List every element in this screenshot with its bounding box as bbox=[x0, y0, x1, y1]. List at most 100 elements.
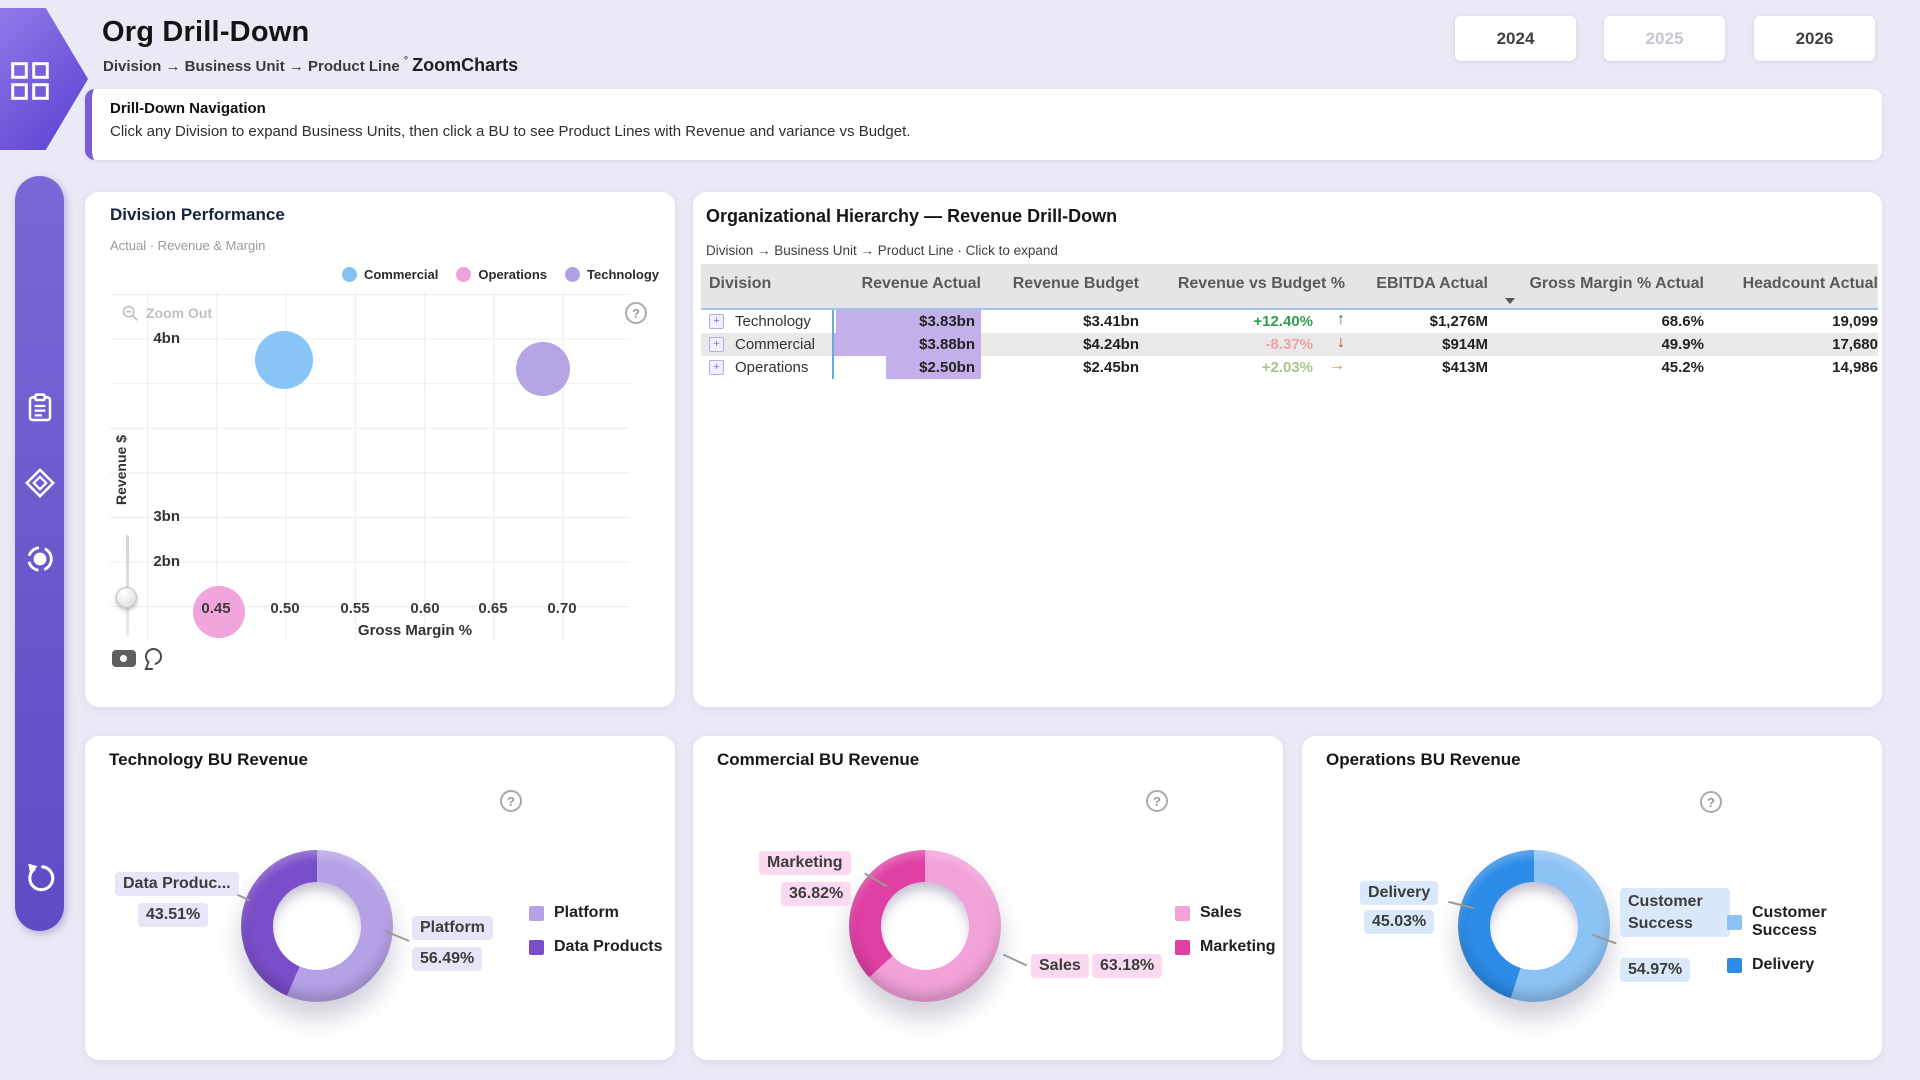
column-header-revenue-actual[interactable]: Revenue Actual bbox=[861, 275, 981, 292]
legend-item-commercial[interactable]: Commercial bbox=[341, 267, 438, 282]
donut-legend: Customer Success Delivery bbox=[1727, 904, 1882, 974]
legend-item-technology[interactable]: Technology bbox=[565, 267, 659, 282]
table-header-row: Division Revenue Actual Revenue Budget R… bbox=[701, 264, 1878, 310]
bubble-commercial[interactable] bbox=[254, 331, 313, 390]
callout-value: 56.49% bbox=[412, 947, 483, 971]
division-name: Operations bbox=[735, 359, 809, 376]
column-header-gross-margin[interactable]: Gross Margin % Actual bbox=[1529, 275, 1704, 292]
expand-icon[interactable]: + bbox=[709, 337, 724, 352]
chart-title: Technology BU Revenue bbox=[109, 750, 308, 769]
table-row-commercial[interactable]: + Commercial $3.88bn $4.24bn -8.37% ↓ $9… bbox=[701, 333, 1878, 356]
callout-label: Platform bbox=[412, 916, 493, 940]
y-zoom-slider-track[interactable] bbox=[126, 535, 129, 637]
year-button-2024[interactable]: 2024 bbox=[1455, 16, 1576, 61]
magnifier-minus-icon bbox=[122, 305, 138, 321]
year-button-2026[interactable]: 2026 bbox=[1754, 16, 1875, 61]
column-header-division[interactable]: Division bbox=[709, 275, 772, 292]
callout-value: 43.51% bbox=[138, 903, 209, 927]
headcount-value: 17,680 bbox=[1832, 336, 1878, 353]
legend-item-marketing[interactable]: Marketing bbox=[1175, 938, 1276, 956]
revenue-data-bar bbox=[886, 356, 981, 379]
bubble-operations[interactable] bbox=[192, 586, 245, 638]
legend-item-data-products[interactable]: Data Products bbox=[529, 938, 662, 956]
chart-title: Operations BU Revenue bbox=[1326, 750, 1521, 769]
legend-label: Customer Success bbox=[1752, 904, 1827, 939]
side-rail bbox=[15, 176, 64, 931]
expand-icon[interactable]: + bbox=[709, 314, 724, 329]
y-axis-title: Revenue $ bbox=[113, 434, 129, 506]
legend-label: Technology bbox=[587, 267, 659, 282]
revenue-budget-value: $3.41bn bbox=[1083, 313, 1139, 330]
headcount-value: 14,986 bbox=[1832, 359, 1878, 376]
legend-swatch bbox=[1175, 905, 1190, 921]
banner-description: Click any Division to expand Business Un… bbox=[110, 123, 911, 140]
x-tick: 0.70 bbox=[547, 600, 577, 617]
legend-item-customer-success[interactable]: Customer Success bbox=[1727, 904, 1882, 940]
table-subtitle: Division → Business Unit → Product Line … bbox=[706, 243, 1058, 258]
column-header-variance[interactable]: Revenue vs Budget % bbox=[1177, 275, 1345, 292]
variance-right-arrow-icon: → bbox=[1329, 357, 1345, 374]
legend-item-operations[interactable]: Operations bbox=[456, 267, 547, 282]
legend-swatch bbox=[1727, 914, 1742, 930]
zoom-out-button[interactable]: Zoom Out bbox=[121, 304, 212, 322]
y-tick: 4bn bbox=[153, 330, 180, 347]
diamond-icon[interactable] bbox=[24, 467, 56, 499]
x-tick: 0.55 bbox=[340, 600, 370, 617]
help-icon[interactable]: ? bbox=[1146, 790, 1168, 812]
donut-hole bbox=[273, 882, 361, 970]
reset-icon[interactable] bbox=[24, 862, 56, 894]
legend-dot-commercial bbox=[341, 267, 357, 282]
gross-margin-value: 49.9% bbox=[1661, 336, 1704, 353]
scatter-legend: Commercial Operations Technology bbox=[341, 267, 659, 282]
sort-descending-icon[interactable] bbox=[1505, 298, 1515, 304]
legend-item-sales[interactable]: Sales bbox=[1175, 904, 1276, 922]
donut-chart bbox=[241, 850, 393, 1002]
legend-swatch bbox=[529, 939, 544, 955]
export-image-icon[interactable] bbox=[112, 650, 136, 667]
help-icon[interactable]: ? bbox=[625, 302, 647, 324]
hierarchy-table: Division Revenue Actual Revenue Budget R… bbox=[701, 264, 1878, 379]
column-highlight-line bbox=[832, 310, 834, 379]
y-zoom-slider-knob[interactable] bbox=[116, 587, 137, 608]
column-header-ebitda[interactable]: EBITDA Actual bbox=[1376, 275, 1488, 292]
variance-value: +12.40% bbox=[1253, 313, 1313, 330]
revenue-actual-value: $3.83bn bbox=[919, 313, 975, 330]
legend-label: Platform bbox=[554, 904, 619, 921]
comment-balloon-icon[interactable] bbox=[145, 648, 162, 665]
variance-up-arrow-icon: ↑ bbox=[1337, 311, 1345, 328]
brand-label: ZoomCharts bbox=[412, 55, 519, 75]
bubble-technology[interactable] bbox=[516, 342, 571, 397]
clipboard-icon[interactable] bbox=[24, 392, 56, 424]
donut-icon[interactable] bbox=[24, 543, 56, 575]
legend-dot-operations bbox=[456, 267, 472, 282]
callout-label: Delivery bbox=[1360, 881, 1439, 905]
expand-icon[interactable]: + bbox=[709, 360, 724, 375]
revenue-budget-value: $4.24bn bbox=[1083, 336, 1139, 353]
donut-chart bbox=[849, 850, 1001, 1002]
legend-swatch bbox=[1175, 939, 1190, 955]
legend-item-delivery[interactable]: Delivery bbox=[1727, 956, 1882, 974]
drilldown-banner: Drill-Down Navigation Click any Division… bbox=[85, 89, 1882, 160]
page-title: Org Drill-Down bbox=[102, 16, 310, 48]
legend-label: Delivery bbox=[1752, 956, 1815, 973]
revenue-actual-value: $3.88bn bbox=[919, 336, 975, 353]
technology-bu-card: Technology BU Revenue ? Data Produc... 4… bbox=[85, 736, 675, 1060]
gross-margin-value: 45.2% bbox=[1661, 359, 1704, 376]
year-button-2025[interactable]: 2025 bbox=[1604, 16, 1725, 61]
legend-swatch bbox=[1727, 957, 1742, 973]
x-tick: 0.45 bbox=[201, 600, 231, 617]
y-tick: 2bn bbox=[153, 553, 180, 570]
legend-item-platform[interactable]: Platform bbox=[529, 904, 662, 922]
help-icon[interactable]: ? bbox=[1700, 791, 1722, 813]
help-icon[interactable]: ? bbox=[500, 790, 522, 812]
donut-chart bbox=[1458, 850, 1610, 1002]
column-header-headcount[interactable]: Headcount Actual bbox=[1742, 275, 1878, 292]
table-row-technology[interactable]: + Technology $3.83bn $3.41bn +12.40% ↑ $… bbox=[701, 310, 1878, 333]
column-header-revenue-budget[interactable]: Revenue Budget bbox=[1012, 275, 1139, 292]
table-row-operations[interactable]: + Operations $2.50bn $2.45bn +2.03% → $4… bbox=[701, 356, 1878, 379]
callout-value: 63.18% bbox=[1092, 954, 1163, 978]
division-name: Commercial bbox=[735, 336, 816, 353]
chart-subtitle: Actual · Revenue & Margin bbox=[110, 238, 266, 253]
legend-label: Operations bbox=[478, 267, 548, 282]
